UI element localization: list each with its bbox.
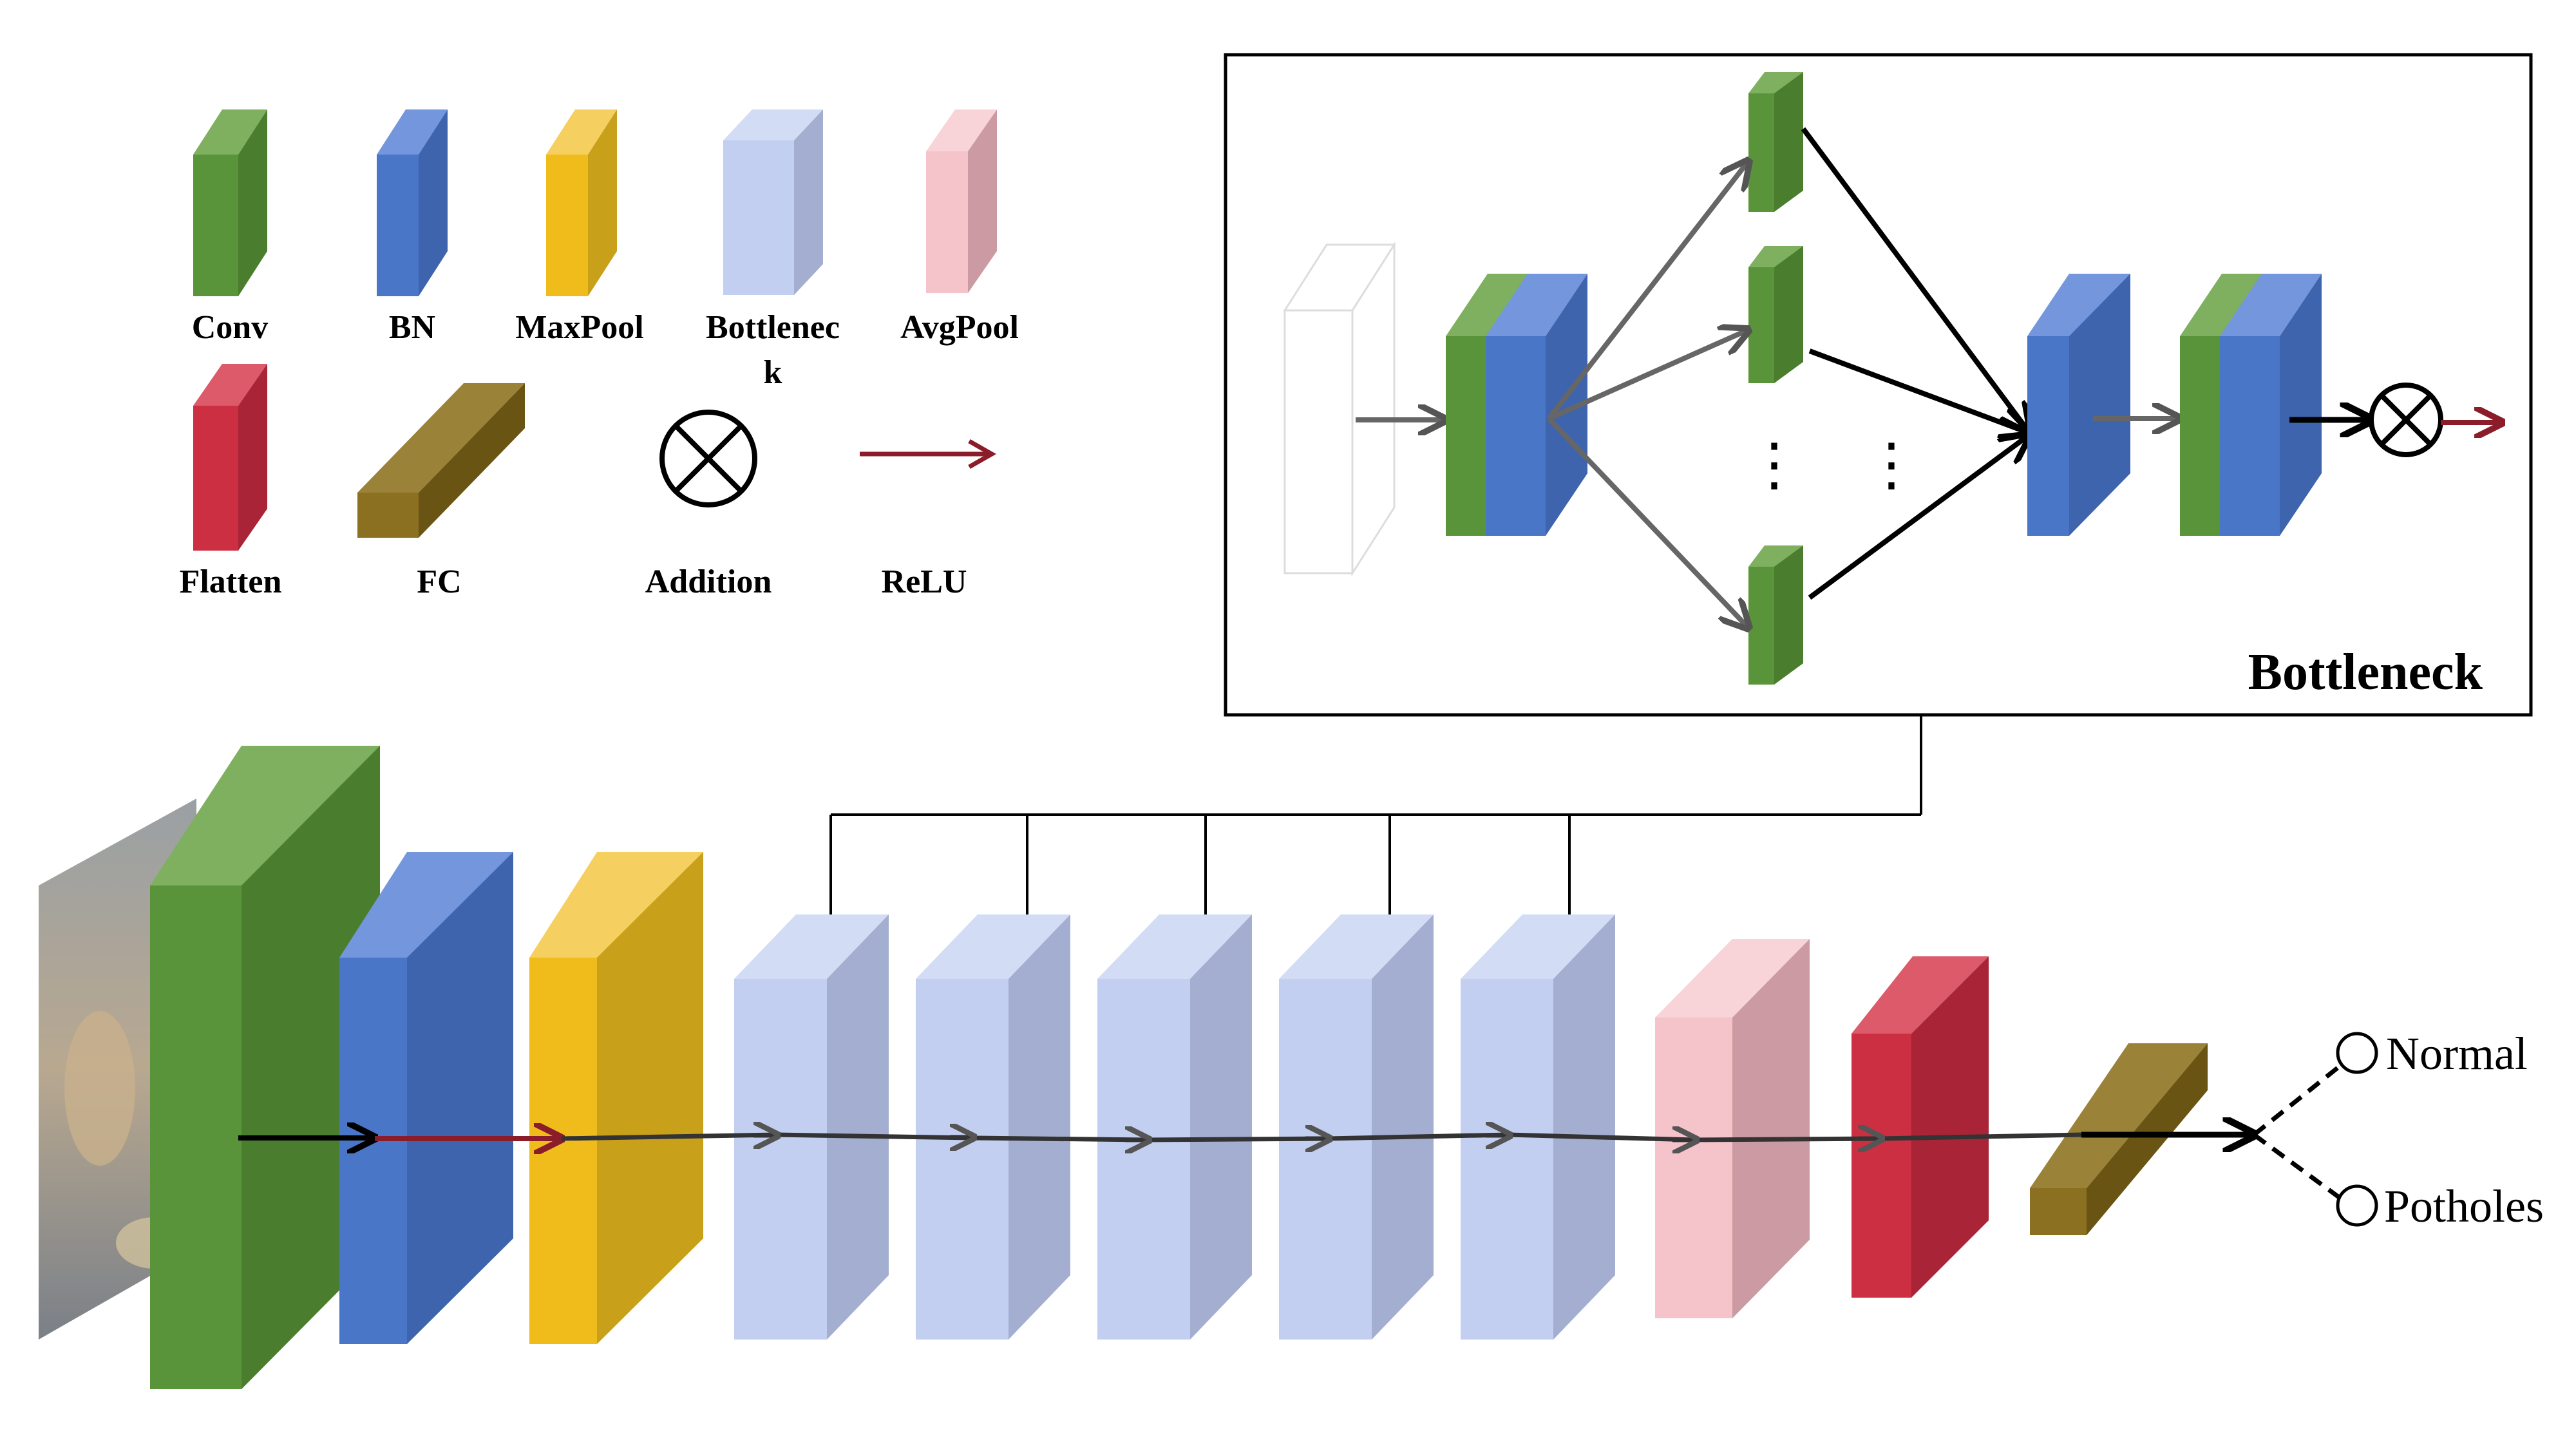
panel-ellipsis-right: ⋮ — [1862, 433, 1920, 497]
legend: Conv BN MaxPool Bottlenec k AvgP — [180, 109, 1019, 600]
output-node-normal-icon — [2336, 1032, 2378, 1074]
panel-branch-conv-1 — [1748, 72, 1803, 212]
legend-label-bottleneck-1: Bottlenec — [706, 309, 840, 346]
main-bottleneck-block-5 — [1461, 914, 1615, 1340]
legend-label-avgpool: AvgPool — [900, 309, 1019, 346]
main-bottleneck-block-3 — [1097, 914, 1252, 1340]
legend-label-flatten: Flatten — [180, 564, 282, 600]
blue-block-icon — [377, 109, 448, 296]
panel-branch-conv-3 — [1748, 545, 1803, 685]
main-flatten-block — [1852, 956, 1989, 1298]
panel-connector — [829, 715, 1922, 914]
panel-conv-bn-block — [1446, 274, 1587, 536]
legend-label-fc: FC — [417, 564, 461, 600]
bottleneck-panel: ⋮ ⋮ Bottleneck — [1224, 53, 2533, 717]
panel-addition-icon — [2369, 383, 2443, 457]
dark-red-arrow-icon — [860, 439, 997, 469]
panel-arrow-merge-1 — [1801, 127, 2029, 431]
circled-x-icon — [659, 410, 757, 507]
olive-bar-icon — [357, 383, 525, 538]
main-maxpool-block — [529, 852, 703, 1344]
legend-label-maxpool: MaxPool — [515, 309, 643, 346]
panel-bn-block — [2027, 274, 2130, 536]
panel-arrow-merge-2 — [1808, 348, 2029, 433]
lightblue-block-icon — [723, 109, 823, 295]
legend-label-conv: Conv — [192, 309, 268, 346]
main-fc-block — [2030, 1043, 2208, 1235]
panel-ellipsis-left: ⋮ — [1745, 433, 1803, 497]
output-label-potholes: Potholes — [2384, 1180, 2544, 1232]
panel-input-block — [1283, 241, 1396, 577]
panel-branch-conv-2 — [1748, 246, 1803, 383]
panel-arrow-fanout-1 — [1546, 161, 1748, 421]
legend-label-bottleneck-2: k — [764, 354, 782, 391]
panel-arrow-fanout-2 — [1548, 330, 1748, 421]
main-bn-block — [339, 852, 513, 1344]
main-bottleneck-block-2 — [916, 914, 1070, 1340]
green-block-icon — [193, 109, 267, 296]
legend-label-relu: ReLU — [882, 564, 967, 600]
main-avgpool-block — [1655, 939, 1810, 1318]
pink-block-icon — [926, 109, 997, 293]
output-node-potholes-icon — [2336, 1184, 2378, 1227]
panel-arrow-fanout-3 — [1547, 417, 1748, 628]
panel-title: Bottleneck — [2248, 644, 2483, 701]
panel-arrow-merge-3 — [1808, 435, 2029, 600]
yellow-block-icon — [546, 109, 617, 296]
legend-label-addition: Addition — [645, 564, 772, 600]
panel-conv-bn-block-2 — [2180, 274, 2322, 536]
output-dash-normal — [2252, 1061, 2346, 1137]
red-block-icon — [193, 364, 267, 551]
output-dash-potholes — [2252, 1133, 2346, 1203]
legend-label-bn: BN — [389, 309, 435, 346]
main-bottleneck-block-1 — [734, 914, 889, 1340]
main-pipeline: Normal Potholes — [39, 746, 2544, 1389]
output-label-normal: Normal — [2386, 1028, 2528, 1079]
main-bottleneck-block-4 — [1279, 914, 1434, 1340]
